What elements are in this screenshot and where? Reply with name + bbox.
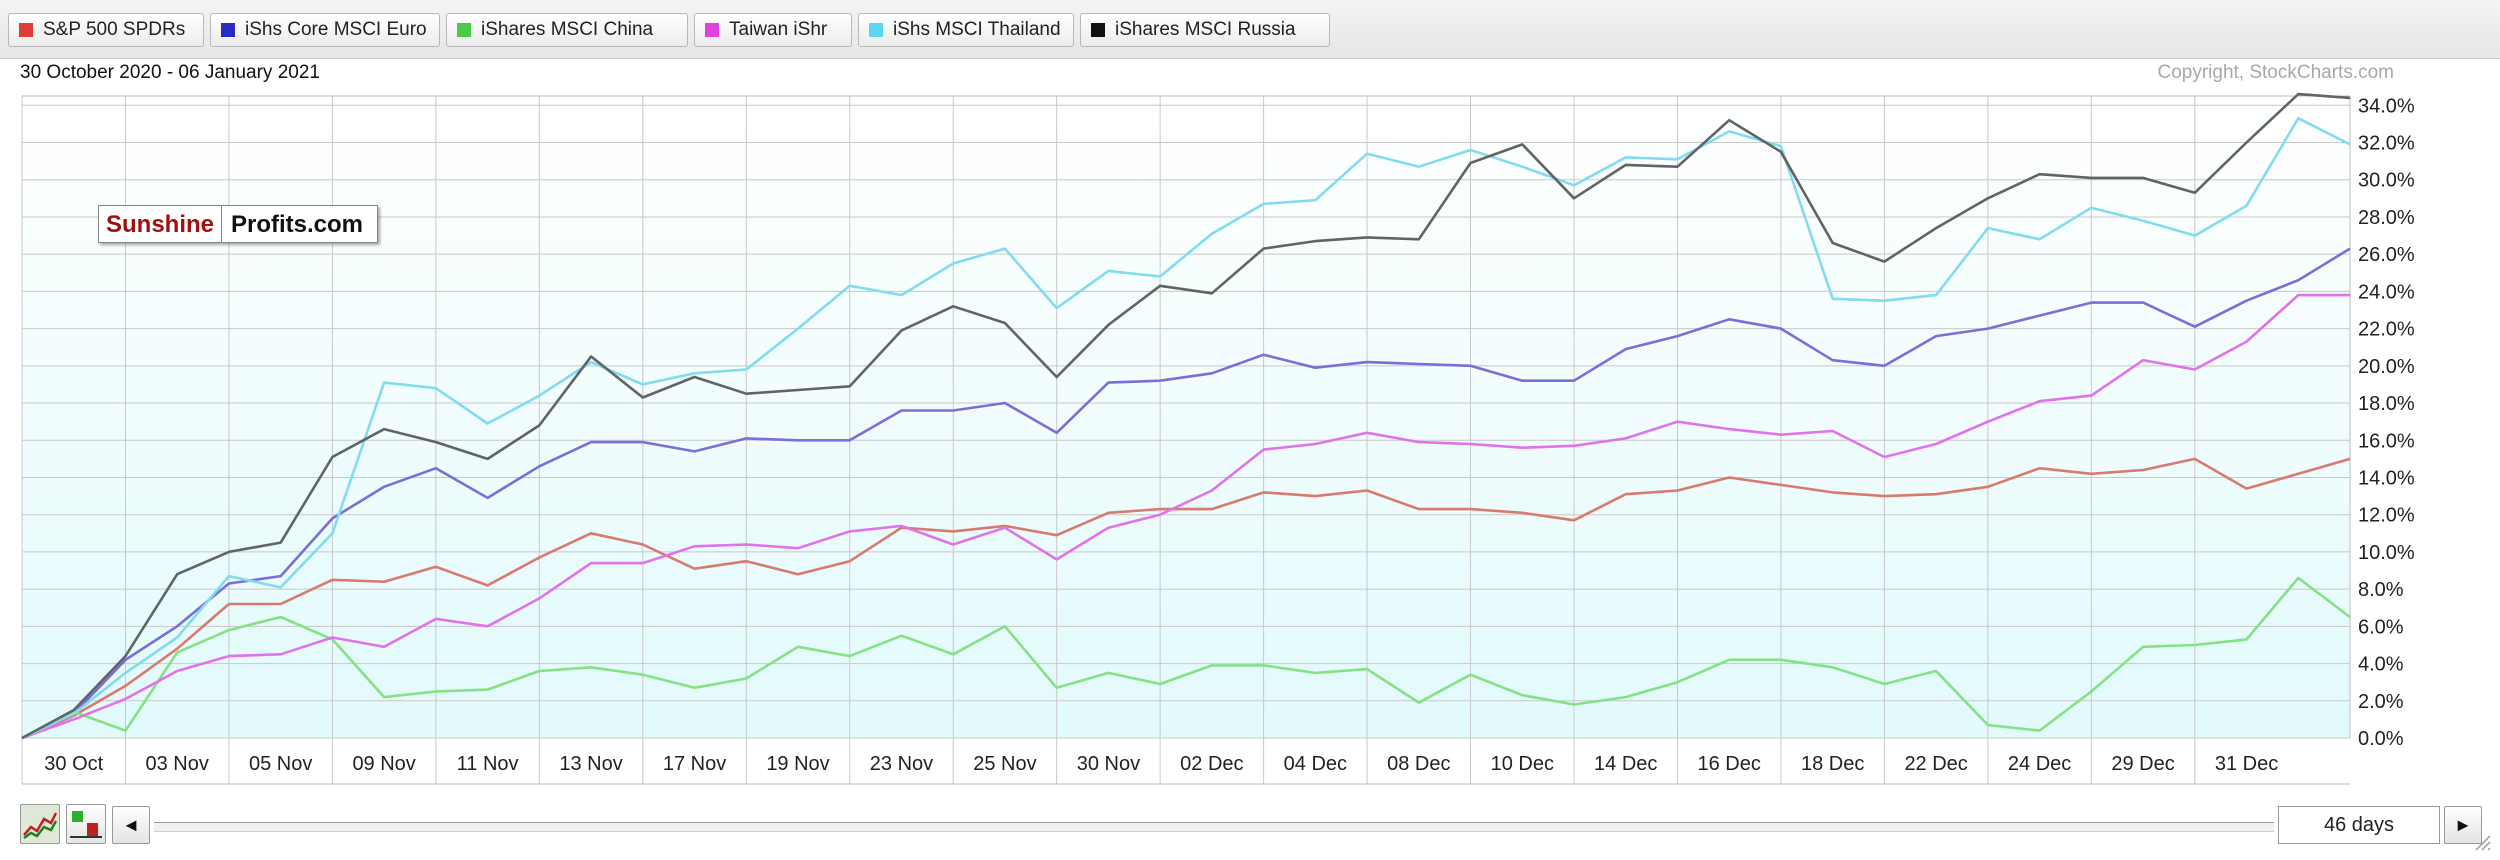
- x-tick-label: 25 Nov: [973, 753, 1036, 775]
- y-tick-label: 14.0%: [2358, 467, 2415, 489]
- days-period-field[interactable]: 46 days: [2278, 806, 2440, 844]
- legend-swatch: [705, 23, 719, 37]
- legend-swatch: [869, 23, 883, 37]
- y-tick-label: 24.0%: [2358, 281, 2415, 303]
- series-line: [21, 293, 2350, 740]
- y-tick-label: 30.0%: [2358, 170, 2415, 192]
- legend-label: iShares MSCI Russia: [1115, 19, 1296, 40]
- x-tick-label: 30 Oct: [44, 753, 103, 775]
- bottom-controls: ◄ 46 days ►: [0, 790, 2500, 860]
- legend-item[interactable]: Taiwan iShr: [694, 13, 852, 47]
- legend-bar: S&P 500 SPDRs iShs Core MSCI Euro iShares …: [0, 0, 2500, 59]
- x-tick-label: 04 Dec: [1284, 753, 1347, 775]
- x-tick-label: 03 Nov: [146, 753, 209, 775]
- date-range-label: 30 October 2020 - 06 January 2021: [20, 62, 320, 83]
- series-line: [21, 116, 2351, 740]
- resize-grip-icon[interactable]: [2470, 830, 2492, 852]
- y-tick-label: 20.0%: [2358, 356, 2415, 378]
- series-line: [21, 92, 2351, 740]
- y-tick-label: 10.0%: [2358, 542, 2415, 564]
- legend-label: iShares MSCI China: [481, 19, 654, 40]
- bar-chart-toggle-button[interactable]: [66, 804, 106, 844]
- bar-chart-icon: [70, 811, 102, 838]
- x-tick-label: 02 Dec: [1180, 753, 1243, 775]
- x-tick-label: 10 Dec: [1491, 753, 1554, 775]
- x-tick-label: 17 Nov: [663, 753, 726, 775]
- legend-item[interactable]: iShs Core MSCI Euro: [210, 13, 440, 47]
- y-tick-label: 18.0%: [2358, 393, 2415, 415]
- legend-label: iShs Core MSCI Euro: [245, 19, 427, 40]
- scroll-right-button[interactable]: ►: [2444, 806, 2482, 844]
- x-tick-label: 29 Dec: [2111, 753, 2174, 775]
- scroll-left-button[interactable]: ◄: [112, 806, 150, 844]
- x-tick-label: 19 Nov: [766, 753, 829, 775]
- performance-chart-toggle-button[interactable]: [20, 804, 60, 844]
- x-tick-label: 13 Nov: [559, 753, 622, 775]
- x-tick-label: 22 Dec: [1904, 753, 1967, 775]
- brand-logo: Sunshine Profits.com: [98, 205, 378, 243]
- legend-label: S&P 500 SPDRs: [43, 19, 186, 40]
- brand-left-text: Sunshine: [99, 206, 222, 242]
- legend-swatch: [457, 23, 471, 37]
- x-tick-label: 08 Dec: [1387, 753, 1450, 775]
- x-tick-label: 24 Dec: [2008, 753, 2071, 775]
- legend-swatch: [1091, 23, 1105, 37]
- x-tick-label: 18 Dec: [1801, 753, 1864, 775]
- legend-item[interactable]: iShares MSCI China: [446, 13, 688, 47]
- x-tick-label: 31 Dec: [2215, 753, 2278, 775]
- y-tick-label: 8.0%: [2358, 579, 2404, 601]
- x-tick-label: 16 Dec: [1698, 753, 1761, 775]
- legend-item[interactable]: S&P 500 SPDRs: [8, 13, 204, 47]
- series-line: [21, 247, 2351, 740]
- legend-item[interactable]: iShares MSCI Russia: [1080, 13, 1330, 47]
- chart-area: 30 Oct 03 Nov 05 Nov 09 Nov 11 Nov 13 Nov 17 N…: [21, 92, 2415, 785]
- date-scrollbar[interactable]: [154, 822, 2274, 832]
- y-tick-label: 0.0%: [2358, 728, 2404, 750]
- legend-label: Taiwan iShr: [729, 19, 828, 40]
- y-tick-label: 22.0%: [2358, 319, 2415, 341]
- x-tick-label: 09 Nov: [352, 753, 415, 775]
- legend-label: iShs MSCI Thailand: [893, 19, 1061, 40]
- right-arrow-icon: ►: [2454, 815, 2472, 835]
- copyright-label: Copyright, StockCharts.com: [2157, 62, 2394, 83]
- x-tick-label: 05 Nov: [249, 753, 312, 775]
- left-arrow-icon: ◄: [122, 815, 140, 835]
- series-line: [21, 576, 2351, 740]
- x-tick-label: 14 Dec: [1594, 753, 1657, 775]
- y-tick-label: 6.0%: [2358, 616, 2404, 638]
- series-line: [21, 457, 2351, 740]
- y-tick-label: 26.0%: [2358, 244, 2415, 266]
- y-tick-label: 16.0%: [2358, 430, 2415, 452]
- plot-background: [21, 95, 2351, 739]
- y-tick-label: 28.0%: [2358, 207, 2415, 229]
- x-tick-label: 30 Nov: [1077, 753, 1140, 775]
- x-tick-label: 23 Nov: [870, 753, 933, 775]
- legend-item[interactable]: iShs MSCI Thailand: [858, 13, 1074, 47]
- y-tick-label: 12.0%: [2358, 505, 2415, 527]
- x-tick-label: 11 Nov: [457, 753, 519, 775]
- y-tick-label: 4.0%: [2358, 654, 2404, 676]
- y-tick-label: 34.0%: [2358, 95, 2415, 117]
- brand-right-text: Profits.com: [231, 211, 364, 238]
- y-tick-label: 2.0%: [2358, 691, 2404, 713]
- y-tick-label: 32.0%: [2358, 133, 2415, 155]
- line-chart-icon: [23, 812, 58, 840]
- legend-swatch: [221, 23, 235, 37]
- legend-swatch: [19, 23, 33, 37]
